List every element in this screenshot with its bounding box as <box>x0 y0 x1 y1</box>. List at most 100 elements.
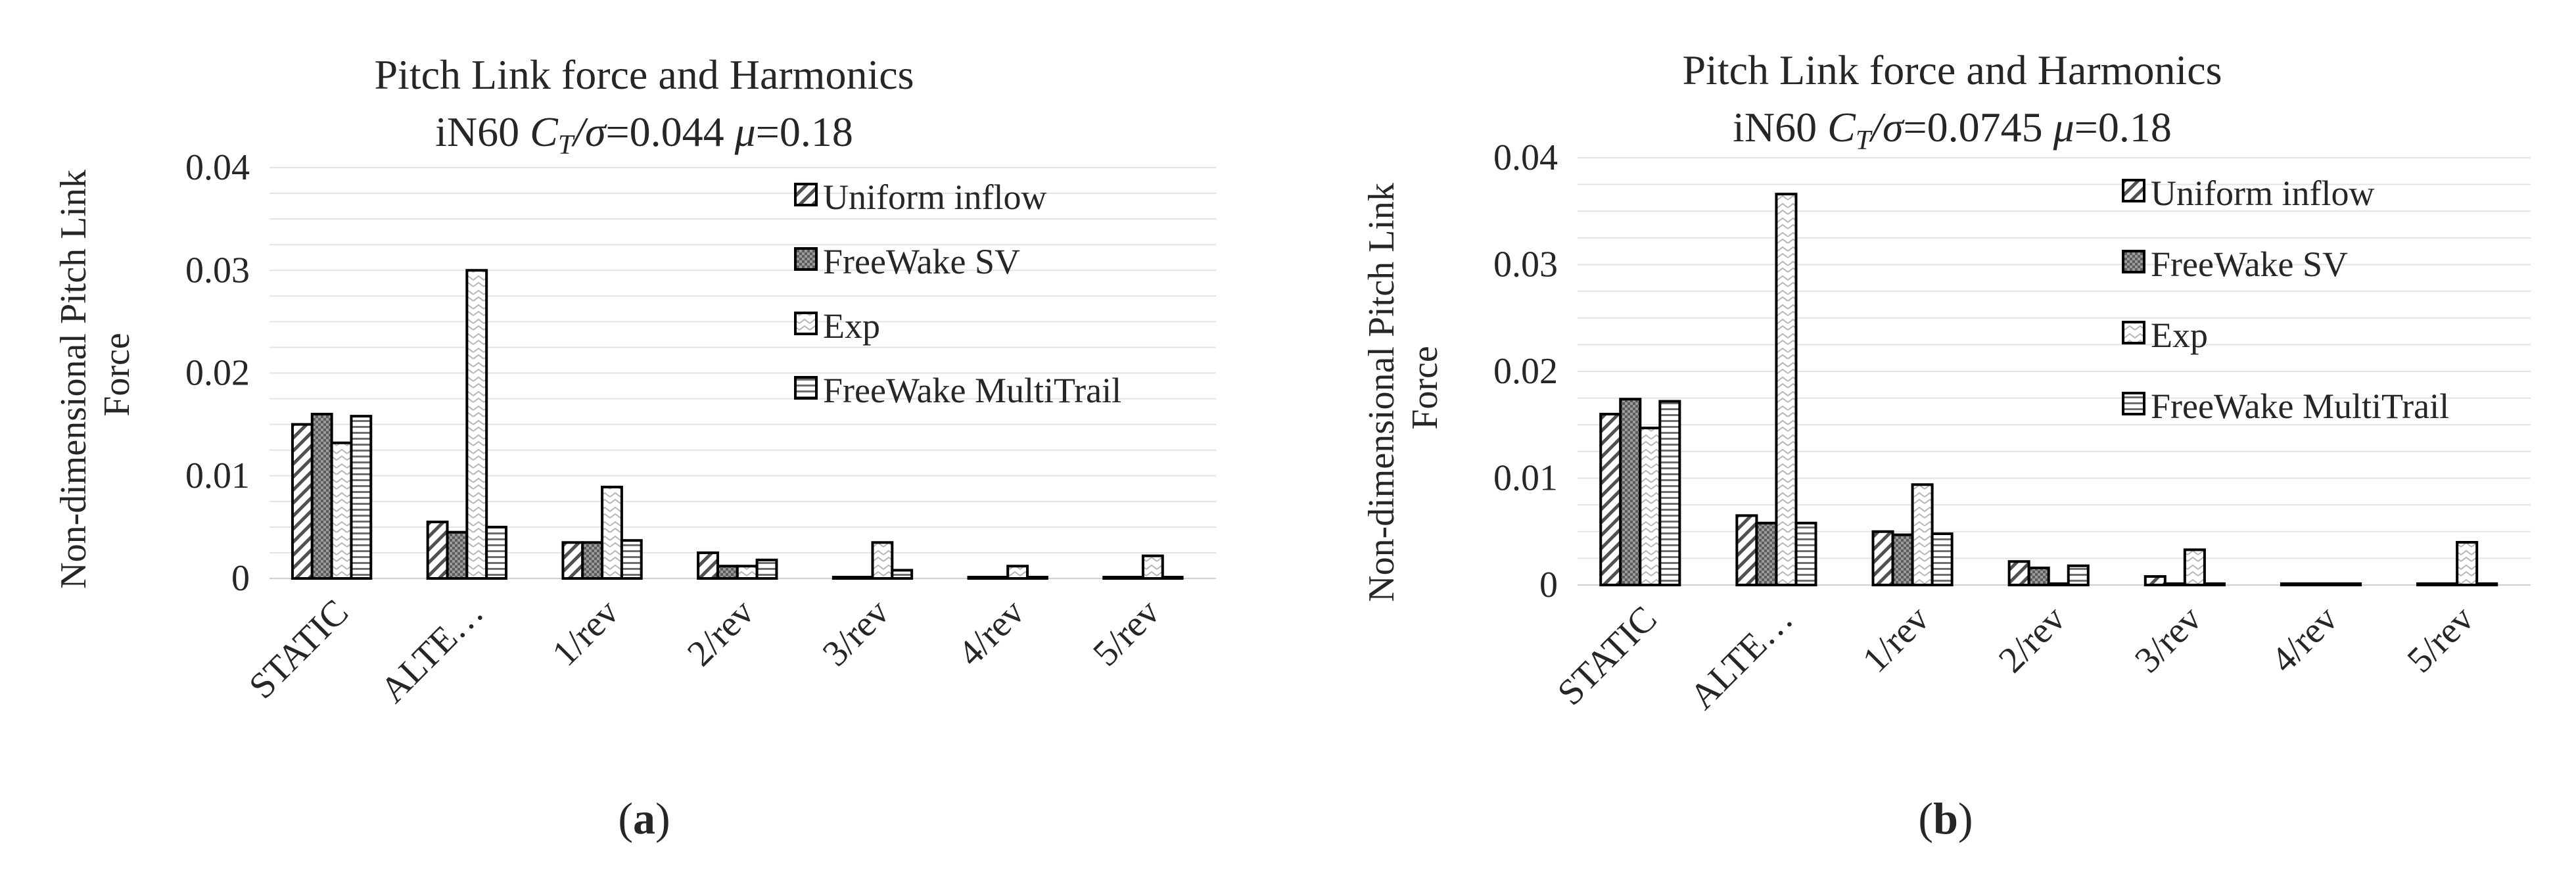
bar-freewake-multitrail <box>2475 582 2498 586</box>
bar-exp <box>2320 582 2343 586</box>
x-tick-label: ALTE… <box>373 592 492 711</box>
bar-exp <box>601 485 623 580</box>
legend-swatch-freewake-multitrail <box>794 376 818 400</box>
bar-freewake-sv <box>1619 398 1642 586</box>
bar-freewake-sv <box>2027 567 2050 586</box>
x-tick-label: 3/rev <box>815 592 897 674</box>
bar-freewake-sv <box>851 576 874 580</box>
bar-exp <box>736 565 759 580</box>
chart-title: Pitch Link force and Harmonics <box>1682 47 2222 93</box>
x-tick-label: ALTE… <box>1682 598 1801 717</box>
bar-freewake-multitrail <box>620 539 643 580</box>
bar-freewake-sv <box>1122 576 1144 580</box>
legend-label: FreeWake SV <box>2151 245 2348 284</box>
bar-uniform-inflow <box>1735 514 1758 586</box>
bar-exp <box>1141 554 1164 580</box>
bar-exp <box>1911 483 1934 586</box>
x-tick-label: 1/rev <box>1855 598 1937 680</box>
x-tick-label: STATIC <box>241 592 356 707</box>
legend-label: Exp <box>823 306 880 346</box>
legend-swatch-uniform-inflow <box>794 183 818 206</box>
legend-swatch-exp <box>794 312 818 335</box>
x-tick-label: 5/rev <box>2399 598 2481 680</box>
bar-uniform-inflow <box>2007 560 2030 586</box>
bar-exp <box>2183 548 2206 586</box>
legend-label: FreeWake SV <box>823 242 1020 281</box>
bar-freewake-sv <box>2436 582 2459 586</box>
legend-label: Uniform inflow <box>823 177 1046 217</box>
y-tick-label: 0 <box>1539 565 1558 605</box>
legend-swatch-freewake-sv <box>794 247 818 271</box>
legend-swatch-freewake-multitrail <box>2122 392 2145 415</box>
bar-freewake-sv <box>581 541 604 580</box>
bar-exp <box>1639 427 1662 586</box>
bar-freewake-multitrail <box>2203 582 2226 586</box>
bar-uniform-inflow <box>2416 582 2439 586</box>
bar-exp <box>465 269 488 580</box>
legend-label: FreeWake MultiTrail <box>2151 386 2449 426</box>
chart-title: Pitch Link force and Harmonics <box>374 51 914 98</box>
x-tick-label: 1/rev <box>544 592 626 674</box>
chart-panel-a: Pitch Link force and Harmonics iN60 CT/σ… <box>53 51 1216 843</box>
y-tick-label: 0.03 <box>1493 245 1558 285</box>
bar-uniform-inflow <box>561 541 584 580</box>
legend-label: FreeWake MultiTrail <box>823 371 1121 410</box>
bar-freewake-sv <box>2299 582 2323 586</box>
legend-label: Uniform inflow <box>2151 174 2374 213</box>
bar-uniform-inflow <box>1871 530 1894 586</box>
panel-label: (b) <box>1918 793 1973 843</box>
x-tick-label: 4/rev <box>950 592 1032 674</box>
y-tick-label: 0.01 <box>1493 458 1558 499</box>
bar-freewake-multitrail <box>1794 521 1817 586</box>
legend-swatch-uniform-inflow <box>2122 179 2145 202</box>
y-tick-label: 0.04 <box>185 147 250 188</box>
y-tick-label: 0.03 <box>185 250 250 291</box>
bar-exp <box>871 541 894 580</box>
bar-freewake-sv <box>1891 533 1914 586</box>
x-tick-label: STATIC <box>1550 598 1665 713</box>
x-tick-label: 5/rev <box>1085 592 1167 674</box>
x-tick-label: 2/rev <box>680 592 762 674</box>
legend-label: Exp <box>2151 316 2208 355</box>
bar-freewake-multitrail <box>1161 576 1184 580</box>
y-tick-label: 0 <box>231 558 250 599</box>
bar-uniform-inflow <box>291 423 314 580</box>
panel-label: (a) <box>618 793 670 843</box>
x-tick-label: 4/rev <box>2263 598 2345 680</box>
bar-freewake-multitrail <box>2067 564 2090 586</box>
bar-freewake-multitrail <box>485 525 508 580</box>
bar-freewake-sv <box>446 530 469 580</box>
bar-freewake-multitrail <box>1658 400 1681 586</box>
y-axis-title: Non-dimensional Pitch Link Force <box>1361 174 1445 602</box>
bar-freewake-sv <box>716 565 739 580</box>
bar-uniform-inflow <box>1599 413 1622 586</box>
chart-panel-b: Pitch Link force and Harmonics iN60 CT/σ… <box>1361 47 2531 843</box>
bar-exp <box>1006 565 1029 580</box>
y-tick-label: 0.01 <box>185 456 250 496</box>
bar-uniform-inflow <box>1102 576 1125 580</box>
bar-uniform-inflow <box>831 576 855 580</box>
x-tick-label: 2/rev <box>1991 598 2073 680</box>
bar-uniform-inflow <box>697 551 719 580</box>
bar-uniform-inflow <box>967 576 990 580</box>
legend-swatch-freewake-sv <box>2122 250 2145 273</box>
legend-swatch-exp <box>2122 321 2145 344</box>
bar-freewake-sv <box>1755 521 1778 586</box>
bar-freewake-multitrail <box>755 558 778 580</box>
bar-freewake-multitrail <box>891 569 914 580</box>
x-tick-label: 3/rev <box>2127 598 2209 680</box>
bar-uniform-inflow <box>2280 582 2303 586</box>
y-tick-label: 0.02 <box>185 353 250 394</box>
bar-exp <box>330 441 353 580</box>
bar-uniform-inflow <box>2143 575 2166 586</box>
bar-uniform-inflow <box>426 521 449 580</box>
bar-freewake-multitrail <box>350 415 373 580</box>
bar-freewake-sv <box>987 576 1010 580</box>
y-tick-label: 0.04 <box>1493 137 1558 178</box>
bar-exp <box>1775 193 1798 586</box>
bar-freewake-multitrail <box>2339 582 2362 586</box>
bar-exp <box>2047 582 2070 586</box>
chart-subtitle: iN60 CT/σ=0.0745 μ=0.18 <box>1733 104 2172 156</box>
bar-freewake-multitrail <box>1931 532 1954 586</box>
